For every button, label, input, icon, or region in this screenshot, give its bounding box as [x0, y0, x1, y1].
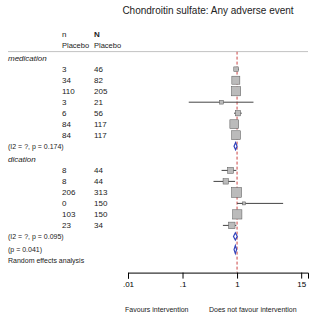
count-label: 21 [94, 98, 103, 107]
count-label: 313 [94, 188, 108, 197]
overall-statistic: (p = 0.041) [8, 246, 42, 254]
count-label: 46 [94, 65, 103, 74]
confidence-interval [237, 203, 283, 204]
count-label: 3 [62, 65, 67, 74]
count-label: 84 [62, 120, 71, 129]
overall-diamond [234, 246, 237, 254]
count-label: 110 [62, 87, 75, 96]
group-label: dication [8, 155, 36, 164]
x-tick-mark [237, 273, 238, 279]
study-estimate [228, 167, 234, 173]
study-estimate [243, 202, 246, 205]
x-tick-label: 15 [297, 280, 306, 289]
count-label: 34 [62, 76, 71, 85]
count-label: 206 [62, 188, 76, 197]
count-label: 6 [62, 109, 67, 118]
group-label: medication [8, 54, 47, 63]
count-label: 150 [94, 210, 108, 219]
x-tick-mark [128, 273, 129, 279]
count-label: 23 [62, 221, 71, 230]
study-estimate [228, 222, 235, 229]
x-label-right: Does not favour intervention [209, 306, 297, 313]
count-label: 34 [94, 221, 103, 230]
count-label: 44 [94, 177, 103, 186]
column-subheader: Placebo [94, 41, 121, 50]
x-tick: 1 [235, 273, 240, 290]
random-effects-label: Random effects analysis [8, 257, 85, 265]
x-tick: 15 [297, 273, 306, 290]
reference-line [237, 52, 238, 273]
study-estimate [233, 210, 242, 219]
x-tick-label: 1 [235, 280, 240, 289]
column-subheader: Placebo [62, 41, 89, 50]
x-axis: .01 .1 1 15 [123, 273, 309, 290]
count-label: 0 [62, 199, 67, 208]
x-tick-label: .1 [180, 280, 187, 289]
count-label: 103 [62, 210, 76, 219]
study-estimate [223, 179, 228, 184]
x-label-left: Favours intervention [125, 306, 189, 313]
subgroup-statistic: (I2 = ?, p = 0.174) [8, 143, 64, 151]
x-tick-mark [183, 273, 184, 279]
count-label: 3 [62, 98, 67, 107]
separator [8, 51, 308, 52]
count-label: 8 [62, 166, 67, 175]
study-estimate [234, 67, 239, 72]
subgroup-diamond [234, 143, 237, 150]
column-header: n [62, 30, 66, 39]
subgroup-diamond [233, 233, 237, 240]
study-estimate [232, 76, 240, 84]
column-header: N [94, 30, 100, 39]
count-label: 150 [94, 199, 108, 208]
study-estimate [232, 187, 242, 197]
count-label: 117 [94, 120, 107, 129]
x-tick-mark [301, 273, 302, 279]
x-tick: .1 [180, 273, 187, 290]
count-label: 84 [62, 131, 71, 140]
study-estimate [235, 111, 240, 116]
count-label: 117 [94, 131, 107, 140]
title: Chondroitin sulfate: Any adverse event [122, 5, 293, 16]
plot-area [189, 52, 283, 273]
subgroup-statistic: (I2 = ?, p = 0.095) [8, 233, 64, 241]
study-estimate [231, 87, 240, 96]
count-label: 8 [62, 177, 67, 186]
study-estimate [220, 100, 224, 104]
x-axis-line [129, 273, 309, 279]
count-label: 56 [94, 109, 103, 118]
x-tick: .01 [123, 273, 135, 290]
count-label: 205 [94, 87, 108, 96]
study-estimate [232, 131, 241, 140]
x-tick-label: .01 [123, 280, 135, 289]
forest-chart: Chondroitin sulfate: Any adverse eventnP… [0, 0, 320, 320]
count-label: 82 [94, 76, 103, 85]
count-label: 44 [94, 166, 103, 175]
study-estimate [230, 120, 239, 129]
